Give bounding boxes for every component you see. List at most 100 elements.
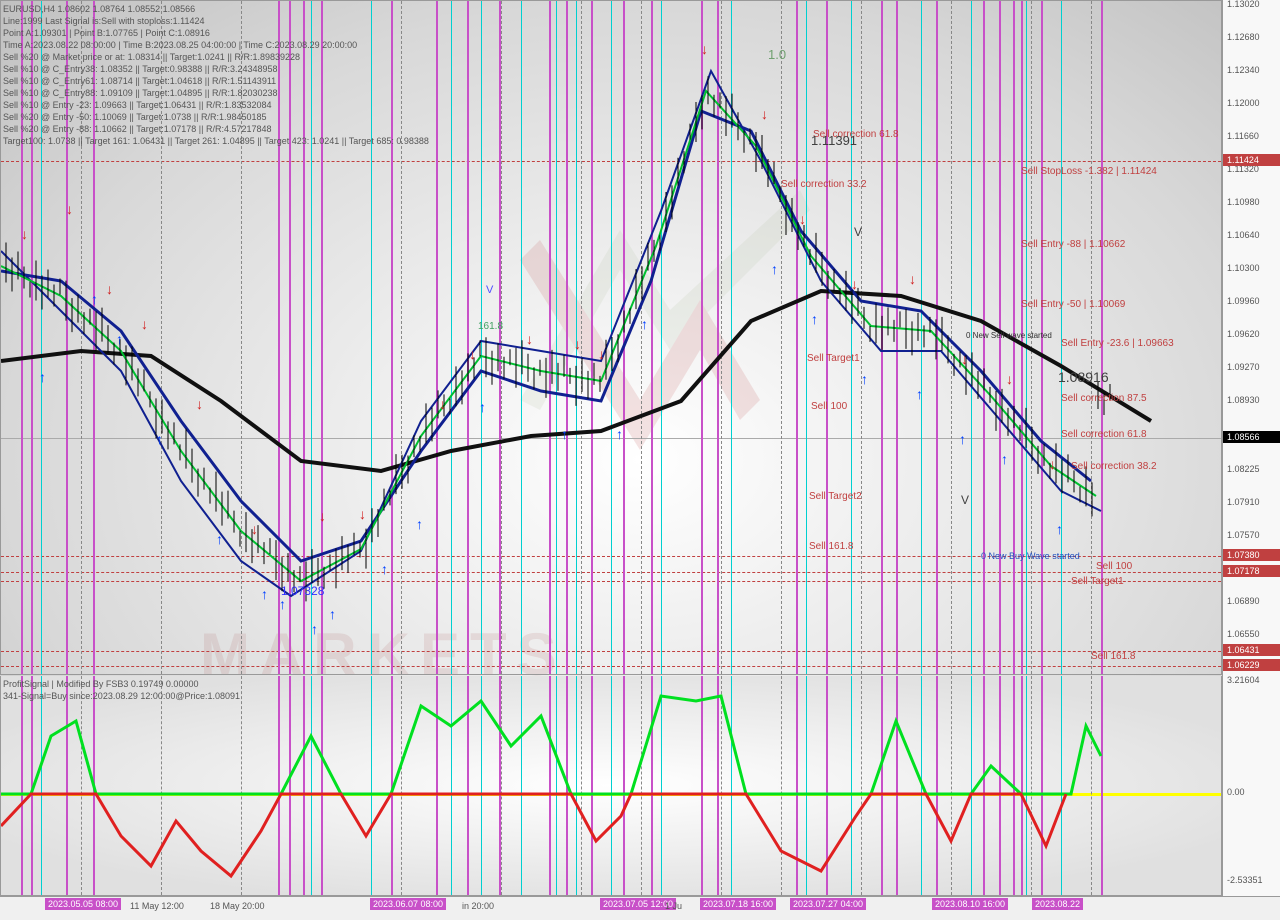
chart-label: 1.08916 — [1058, 369, 1109, 385]
arrow-up-icon: ↑ — [616, 426, 623, 442]
chart-label: Sell 100 — [811, 401, 847, 412]
chart-label: Sell 100 — [1096, 561, 1132, 572]
chart-label: 0 New Sell wave started — [966, 331, 1052, 340]
y-tick: 1.06431 — [1223, 644, 1280, 656]
chart-label: V — [486, 284, 493, 296]
y-tick: 1.11660 — [1227, 131, 1259, 141]
arrow-down-icon: ↓ — [319, 508, 326, 524]
chart-label: 1.11391 — [811, 133, 857, 148]
chart-label: Sell correction 87.5 — [1061, 393, 1147, 404]
x-tick: 2023.08.22 — [1032, 898, 1083, 910]
arrow-down-icon: ↓ — [761, 106, 768, 122]
arrow-down-icon: ↓ — [251, 521, 258, 537]
x-tick: 2023.08.10 16:00 — [932, 898, 1008, 910]
chart-container: MARKETS ↑↑↑↑↑↑↑↑↑↑↑↑↑↑↑↑↑↑↑↑↑↑↓↓↓↓↓↓↓↓↓↓… — [0, 0, 1280, 920]
chart-label: V — [854, 225, 862, 239]
arrow-up-icon: ↑ — [771, 261, 778, 277]
sell20-e88: Sell %20 @ Entry -88: 1.10662 || Target:… — [3, 123, 272, 135]
arrow-down-icon: ↓ — [598, 346, 605, 362]
arrow-up-icon: ↑ — [416, 516, 423, 532]
arrow-down-icon: ↓ — [526, 331, 533, 347]
arrow-down-icon: ↓ — [141, 316, 148, 332]
arrow-down-icon: ↓ — [909, 271, 916, 287]
arrow-down-icon: ↓ — [574, 336, 581, 352]
arrow-up-icon: ↑ — [279, 596, 286, 612]
x-tick: 2023.07.18 16:00 — [700, 898, 776, 910]
y-tick: 1.07910 — [1227, 497, 1260, 507]
sell10-e38: Sell %10 @ C_Entry38: 1.08352 || Target:… — [3, 63, 278, 75]
y-tick: 1.09270 — [1227, 362, 1260, 372]
y-tick: 1.08930 — [1227, 395, 1260, 405]
chart-label: Sell correction 38.2 — [1071, 461, 1157, 472]
arrow-up-icon: ↑ — [39, 369, 46, 385]
y-tick: -2.53351 — [1227, 875, 1263, 885]
y-tick: 1.08566 — [1223, 431, 1280, 443]
symbol-ohlc: EURUSD,H4 1.08602 1.08764 1.08552 1.0856… — [3, 3, 195, 15]
indicator-title: ProfitSignal | Modified By FSB3 0.19749 … — [3, 678, 198, 690]
y-tick: 1.09620 — [1227, 329, 1260, 339]
chart-label: 0 New Buy Wave started — [981, 551, 1080, 561]
y-tick: 1.12340 — [1227, 65, 1260, 75]
y-tick: 1.07570 — [1227, 530, 1260, 540]
y-tick: 1.06890 — [1227, 596, 1260, 606]
chart-label: V — [961, 493, 969, 507]
sell10-e23: Sell %10 @ Entry -23: 1.09663 || Target:… — [3, 99, 272, 111]
sell20-mkt: Sell %20 @ Market price or at: 1.08314 |… — [3, 51, 300, 63]
y-tick: 3.21604 — [1227, 675, 1260, 685]
x-tick: 1 Ju — [665, 901, 682, 911]
x-tick: 18 May 20:00 — [210, 901, 265, 911]
arrow-up-icon: ↑ — [261, 586, 268, 602]
x-tick: 2023.05.05 08:00 — [45, 898, 121, 910]
chart-label: Sell 161.8 — [809, 541, 853, 552]
y-axis-main: 1.130201.126801.123401.120001.116601.113… — [1222, 0, 1280, 676]
arrow-down-icon: ↓ — [799, 211, 806, 227]
arrow-down-icon: ↓ — [1006, 371, 1013, 387]
arrow-down-icon: ↓ — [1049, 456, 1056, 472]
chart-label: Sell Target2 — [809, 491, 862, 502]
sell10-e61: Sell %10 @ C_Entry61: 1.08714 || Target:… — [3, 75, 276, 87]
y-tick: 1.10980 — [1227, 197, 1260, 207]
y-tick: 1.06229 — [1223, 659, 1280, 671]
x-tick: 2023.06.07 08:00 — [370, 898, 446, 910]
arrow-up-icon: ↑ — [561, 426, 568, 442]
y-axis-indicator: 3.216040.00-2.53351 — [1222, 676, 1280, 896]
chart-label: Sell 161.8 — [1091, 651, 1135, 662]
y-tick: 1.13020 — [1227, 0, 1260, 9]
main-chart[interactable]: ↑↑↑↑↑↑↑↑↑↑↑↑↑↑↑↑↑↑↑↑↑↑↓↓↓↓↓↓↓↓↓↓↓↓↓↓↓↓↓↓… — [0, 0, 1222, 675]
arrow-down-icon: ↓ — [961, 351, 968, 367]
arrow-down-icon: ↓ — [439, 396, 446, 412]
chart-label: Sell Target1 — [807, 353, 860, 364]
arrow-up-icon: ↑ — [811, 311, 818, 327]
chart-label: 1.0 — [768, 47, 786, 62]
chart-label: Sell Target1 — [1071, 576, 1124, 587]
arrow-down-icon: ↓ — [851, 276, 858, 292]
arrow-up-icon: ↑ — [479, 399, 486, 415]
chart-label: Sell correction 33.2 — [781, 179, 867, 190]
arrow-down-icon: ↓ — [359, 506, 366, 522]
y-tick: 1.12000 — [1227, 98, 1260, 108]
arrow-down-icon: ↓ — [469, 346, 476, 362]
arrow-down-icon: ↓ — [21, 226, 28, 242]
arrow-up-icon: ↑ — [216, 531, 223, 547]
y-tick: 1.07380 — [1223, 549, 1280, 561]
arrow-up-icon: ↑ — [381, 561, 388, 577]
times: Time A:2023.08.22 08:00:00 | Time B:2023… — [3, 39, 357, 51]
indicator-chart[interactable]: ProfitSignal | Modified By FSB3 0.19749 … — [0, 676, 1222, 896]
x-tick: in 20:00 — [462, 901, 494, 911]
arrow-up-icon: ↑ — [861, 371, 868, 387]
arrow-up-icon: ↑ — [1001, 451, 1008, 467]
chart-label: Sell Entry -23.6 | 1.09663 — [1061, 338, 1174, 349]
points: Point A:1.09301 | Point B:1.07765 | Poin… — [3, 27, 210, 39]
y-tick: 1.10640 — [1227, 230, 1260, 240]
arrow-up-icon: ↑ — [116, 331, 123, 347]
y-tick: 1.07178 — [1223, 565, 1280, 577]
arrow-down-icon: ↓ — [106, 281, 113, 297]
x-tick: 2023.07.27 04:00 — [790, 898, 866, 910]
indicator-lines — [1, 676, 1222, 896]
chart-label: Sell StopLoss -1.382 | 1.11424 — [1021, 166, 1157, 177]
arrow-down-icon: ↓ — [701, 41, 708, 57]
chart-label: 161.8 — [478, 321, 503, 332]
sell10-e88: Sell %10 @ C_Entry88: 1.09109 || Target:… — [3, 87, 278, 99]
line-signal: Line:1999 Last Signal is:Sell with stopl… — [3, 15, 205, 27]
chart-label: Sell Entry -50 | 1.10069 — [1021, 299, 1125, 310]
